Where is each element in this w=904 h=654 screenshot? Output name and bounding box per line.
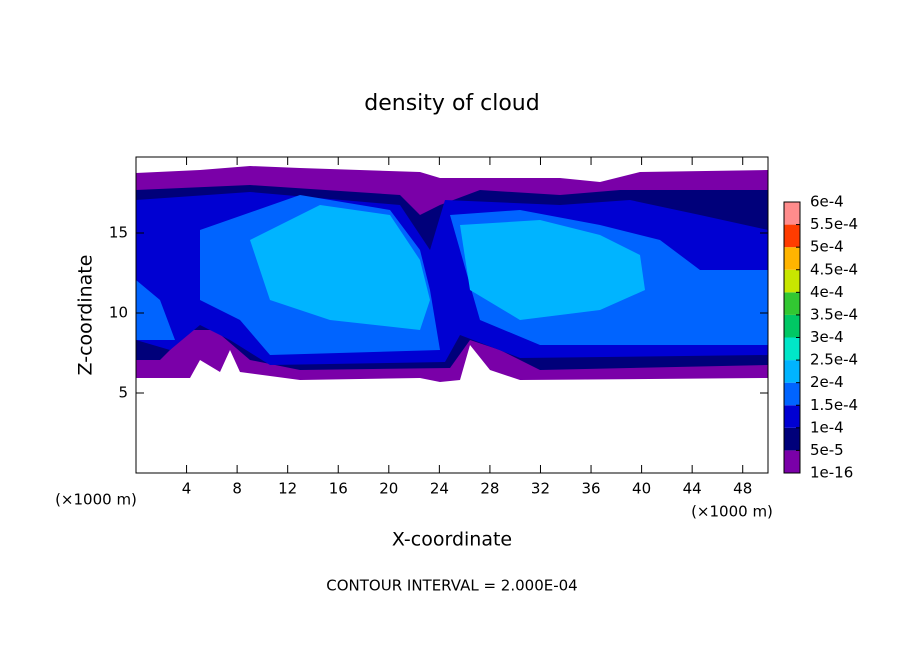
x-tick-label: 16 [329,480,348,498]
colorbar-label: 1.5e-4 [810,396,858,414]
contour-region [250,205,645,330]
colorbar-label: 5.5e-4 [810,215,858,233]
colorbar-band [784,314,800,338]
colorbar-band [784,269,800,293]
colorbar-label: 3e-4 [810,328,844,346]
colorbar-label: 2e-4 [810,373,844,391]
y-tick-label: 10 [109,304,128,322]
colorbar-band [784,337,800,361]
x-tick-label: 36 [581,480,600,498]
colorbar-label: 5e-5 [810,441,844,459]
x-tick-label: 8 [232,480,242,498]
colorbar-label: 3.5e-4 [810,305,858,323]
colorbar-band [784,292,800,315]
y-axis-label: Z-coordinate [75,255,97,376]
x-tick-label: 48 [733,480,752,498]
x-tick-label: 12 [278,480,297,498]
chart-title: density of cloud [364,91,539,116]
colorbar-band [784,247,800,270]
x-tick-label: 32 [531,480,550,498]
plot-frame [135,156,769,474]
unit-label: (×1000 m) [691,503,773,521]
colorbar-label: 2.5e-4 [810,351,858,369]
colorbar-label: 4.5e-4 [810,260,858,278]
colorbar-band [784,360,800,383]
x-tick-label: 40 [632,480,651,498]
contour-field [136,166,768,382]
colorbar-band [784,382,800,406]
x-tick-label: 20 [379,480,398,498]
colorbar-label: 6e-4 [810,193,844,211]
colorbar-band [784,450,800,473]
colorbar-label: 1e-4 [810,418,844,436]
colorbar-label: 1e-16 [810,464,853,482]
unit-label: (×1000 m) [55,491,137,509]
y-tick-label: 5 [118,384,128,402]
x-tick-label: 24 [430,480,449,498]
footer-note: CONTOUR INTERVAL = 2.000E-04 [326,577,577,595]
colorbar-band [784,427,800,451]
colorbar-band [784,224,800,248]
x-axis-label: X-coordinate [392,529,512,551]
x-tick-label: 28 [480,480,499,498]
x-tick-label: 44 [683,480,702,498]
colorbar-band [784,405,800,428]
colorbar-label: 5e-4 [810,238,844,256]
colorbar-band [784,202,800,225]
colorbar-label: 4e-4 [810,283,844,301]
x-tick-label: 4 [182,480,192,498]
y-tick-label: 15 [109,224,128,242]
